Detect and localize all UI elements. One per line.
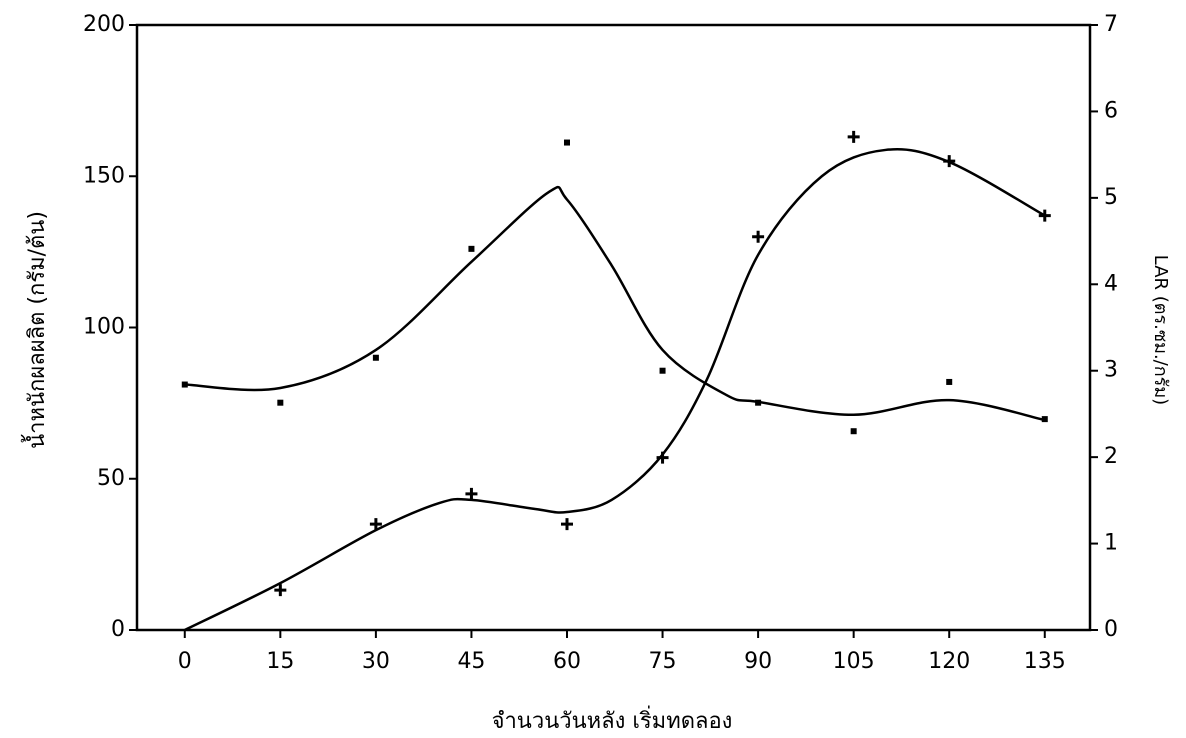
x-axis-label: จำนวนวันหลัง เริ่มทดลอง (492, 705, 733, 734)
x-tick-label: 75 (649, 649, 677, 674)
y2-tick-label: 2 (1104, 444, 1118, 469)
x-tick-label: 60 (553, 649, 581, 674)
plus-marker (560, 518, 573, 531)
dot-marker (946, 378, 953, 385)
x-tick-label: 135 (1024, 649, 1066, 674)
y-tick-label: 100 (83, 315, 125, 340)
plus-marker (847, 130, 860, 143)
y2-axis-label: LAR (ตร.ซม./กรัม) (1150, 255, 1171, 405)
dot-marker (563, 139, 570, 146)
plus-marker (369, 518, 382, 531)
plot-frame (135, 23, 1092, 632)
fit-curve (184, 147, 1046, 632)
y2-tick-label: 4 (1104, 271, 1118, 296)
y2-tick-label: 7 (1104, 12, 1118, 37)
x-tick-label: 90 (744, 649, 772, 674)
y2-tick-label: 1 (1104, 531, 1118, 556)
x-tick-label: 0 (178, 649, 192, 674)
y2-tick-label: 3 (1104, 358, 1118, 383)
y-tick-label: 150 (83, 163, 125, 188)
dot-marker (850, 428, 857, 435)
y2-tick-label: 6 (1104, 98, 1118, 123)
dot-marker (468, 245, 475, 252)
dot-marker (277, 399, 284, 406)
x-tick-label: 15 (266, 649, 294, 674)
x-tick-label: 30 (362, 649, 390, 674)
y-tick-label: 0 (111, 617, 125, 642)
plus-marker (752, 230, 765, 243)
x-tick-label: 105 (833, 649, 875, 674)
y-tick-label: 200 (83, 12, 125, 37)
dot-marker (659, 367, 666, 374)
y-tick-label: 50 (97, 466, 125, 491)
x-tick-label: 120 (928, 649, 970, 674)
x-tick-label: 45 (457, 649, 485, 674)
plus-marker (274, 584, 287, 597)
dot-marker (372, 354, 379, 361)
y2-tick-label: 0 (1104, 617, 1118, 642)
y2-tick-label: 5 (1104, 185, 1118, 210)
y-axis-label: น้ำหนักผลผลิต (กรัม/ต้น) (21, 211, 50, 449)
plus-marker (465, 487, 478, 500)
fit-curve (184, 185, 1046, 422)
